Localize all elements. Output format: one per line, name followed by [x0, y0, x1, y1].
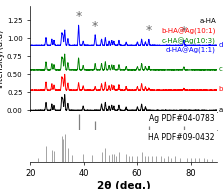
Text: d: d — [219, 42, 223, 48]
Text: *: * — [146, 24, 152, 37]
Text: *: * — [75, 10, 82, 23]
X-axis label: 2θ (deg.): 2θ (deg.) — [97, 181, 151, 189]
Text: a: a — [219, 107, 223, 113]
Text: b: b — [219, 86, 223, 92]
Text: a-HA: a-HA — [199, 18, 216, 24]
Text: c: c — [219, 66, 222, 72]
Text: d-HA@Ag(1:1): d-HA@Ag(1:1) — [166, 47, 216, 54]
Text: Ag PDF#04-0783: Ag PDF#04-0783 — [149, 114, 215, 123]
Text: *: * — [181, 26, 187, 38]
Y-axis label: Intensity/(a.u): Intensity/(a.u) — [0, 29, 4, 88]
Text: c-HA@Ag(10:3): c-HA@Ag(10:3) — [162, 37, 216, 45]
Text: HA PDF#09-0432: HA PDF#09-0432 — [148, 133, 215, 142]
Text: *: * — [92, 20, 98, 33]
Text: b-HA@Ag(10:1): b-HA@Ag(10:1) — [162, 28, 216, 35]
